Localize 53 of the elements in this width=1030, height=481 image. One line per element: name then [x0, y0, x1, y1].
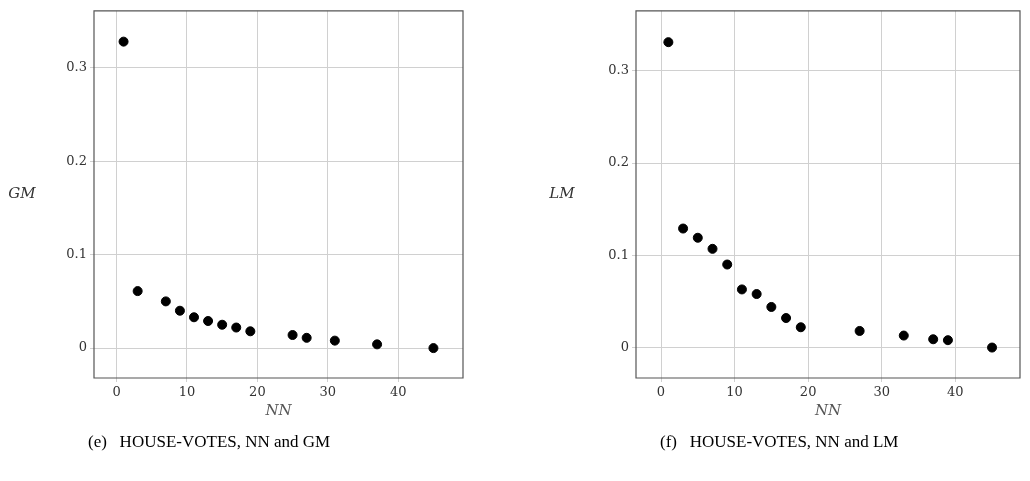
y-tick-label: 0.3 [608, 62, 629, 78]
x-tick-label: 10 [178, 384, 196, 400]
x-tick-label: 20 [249, 384, 266, 400]
point [781, 313, 792, 324]
point [736, 284, 747, 295]
point [707, 243, 718, 254]
text: (f) HOUSE-VOTES, NN and LM [660, 432, 899, 452]
point [795, 322, 806, 333]
point [217, 319, 228, 330]
y-tick-label: 0 [620, 338, 629, 354]
x-tick-label: 0 [656, 384, 666, 400]
point [160, 296, 171, 307]
y-tick-label: 0 [78, 339, 87, 355]
point [987, 342, 998, 353]
point [663, 37, 674, 48]
x-tick-label: 30 [873, 384, 890, 400]
y-axis-title: GM [8, 184, 37, 203]
point [942, 335, 953, 346]
point [329, 335, 340, 346]
x-tick-label: 10 [726, 384, 743, 400]
y-tick-label: 0.2 [608, 154, 629, 170]
point [301, 332, 312, 343]
x-tick-label: 30 [319, 384, 337, 400]
point [174, 305, 185, 316]
point [231, 322, 242, 333]
point [692, 232, 703, 243]
point [132, 286, 143, 297]
x-tick-label: 40 [389, 384, 407, 400]
point [245, 326, 256, 337]
point [751, 289, 762, 300]
point [189, 312, 199, 323]
point [854, 325, 865, 336]
point [722, 259, 733, 270]
point [928, 334, 939, 345]
y-tick-label: 0.1 [66, 246, 87, 262]
x-tick-label: 0 [112, 384, 121, 400]
y-axis-title: LM [548, 184, 576, 203]
point [118, 36, 129, 47]
point [898, 330, 909, 341]
point [287, 330, 298, 341]
point [678, 223, 689, 234]
y-tick-label: 0.1 [608, 246, 629, 262]
point [766, 301, 777, 312]
y-tick-label: 0.2 [66, 152, 87, 168]
y-tick-label: 0.3 [66, 59, 87, 75]
x-tick-label: 20 [799, 384, 817, 400]
x-axis-title: NN [264, 400, 293, 419]
x-tick-label: 40 [946, 384, 964, 400]
x-axis-title: NN [813, 400, 842, 419]
point [428, 343, 439, 354]
text: (e) HOUSE-VOTES, NN and GM [88, 432, 331, 452]
point [203, 316, 214, 327]
point [372, 339, 383, 350]
